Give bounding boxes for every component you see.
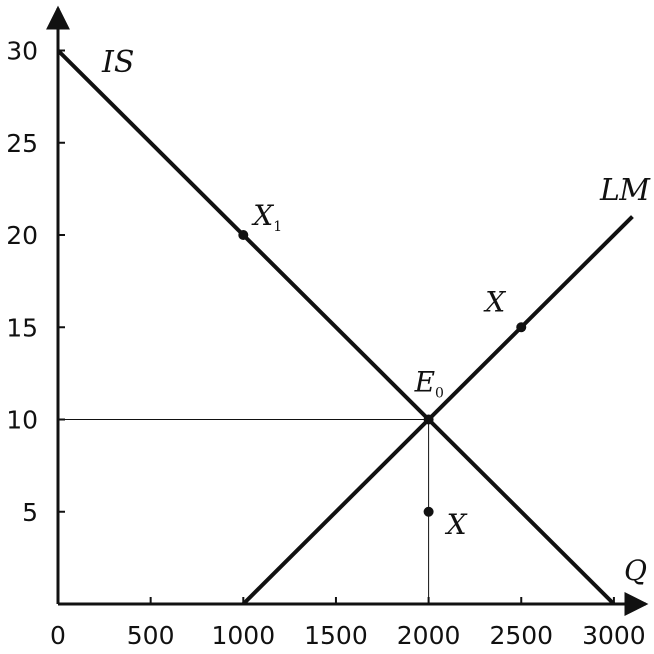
y-tick-label: 15 (6, 313, 38, 342)
y-ticks: 5 10 15 20 25 30 (6, 37, 65, 527)
y-tick-label: 25 (6, 129, 38, 158)
series-line-is (56, 49, 616, 606)
point-label: E0 (414, 366, 444, 402)
y-tick-label: 10 (6, 406, 38, 435)
equilibrium-guides (58, 419, 430, 604)
x-tick-label: 1500 (304, 621, 368, 650)
x-tick-label: 1000 (211, 621, 275, 650)
y-tick-label: 20 (6, 221, 38, 250)
x-tick-label: 2500 (489, 621, 553, 650)
y-tick-label: 5 (22, 498, 38, 527)
series-label-is: IS (101, 45, 134, 80)
series-lines (56, 49, 634, 606)
y-tick-label: 30 (6, 37, 38, 66)
point-marker (238, 230, 249, 240)
point-marker (423, 506, 434, 517)
x-axis-title: Q (624, 554, 647, 587)
data-points: X1 X E0 X (238, 199, 527, 541)
x-tick-label: 500 (127, 621, 175, 650)
point-label: X1 (251, 199, 282, 235)
point-label: X (445, 508, 468, 541)
x-tick-label: 3000 (582, 621, 646, 650)
series-label-lm: LM (599, 173, 651, 208)
x-ticks: 500 1000 1500 2000 2500 3000 0 (50, 597, 646, 650)
point-marker (423, 414, 434, 425)
point-label: X (483, 285, 506, 318)
point-marker (516, 322, 527, 333)
x-tick-label: 2000 (397, 621, 461, 650)
x-tick-label: 0 (50, 621, 66, 650)
series-line-lm (241, 215, 634, 606)
